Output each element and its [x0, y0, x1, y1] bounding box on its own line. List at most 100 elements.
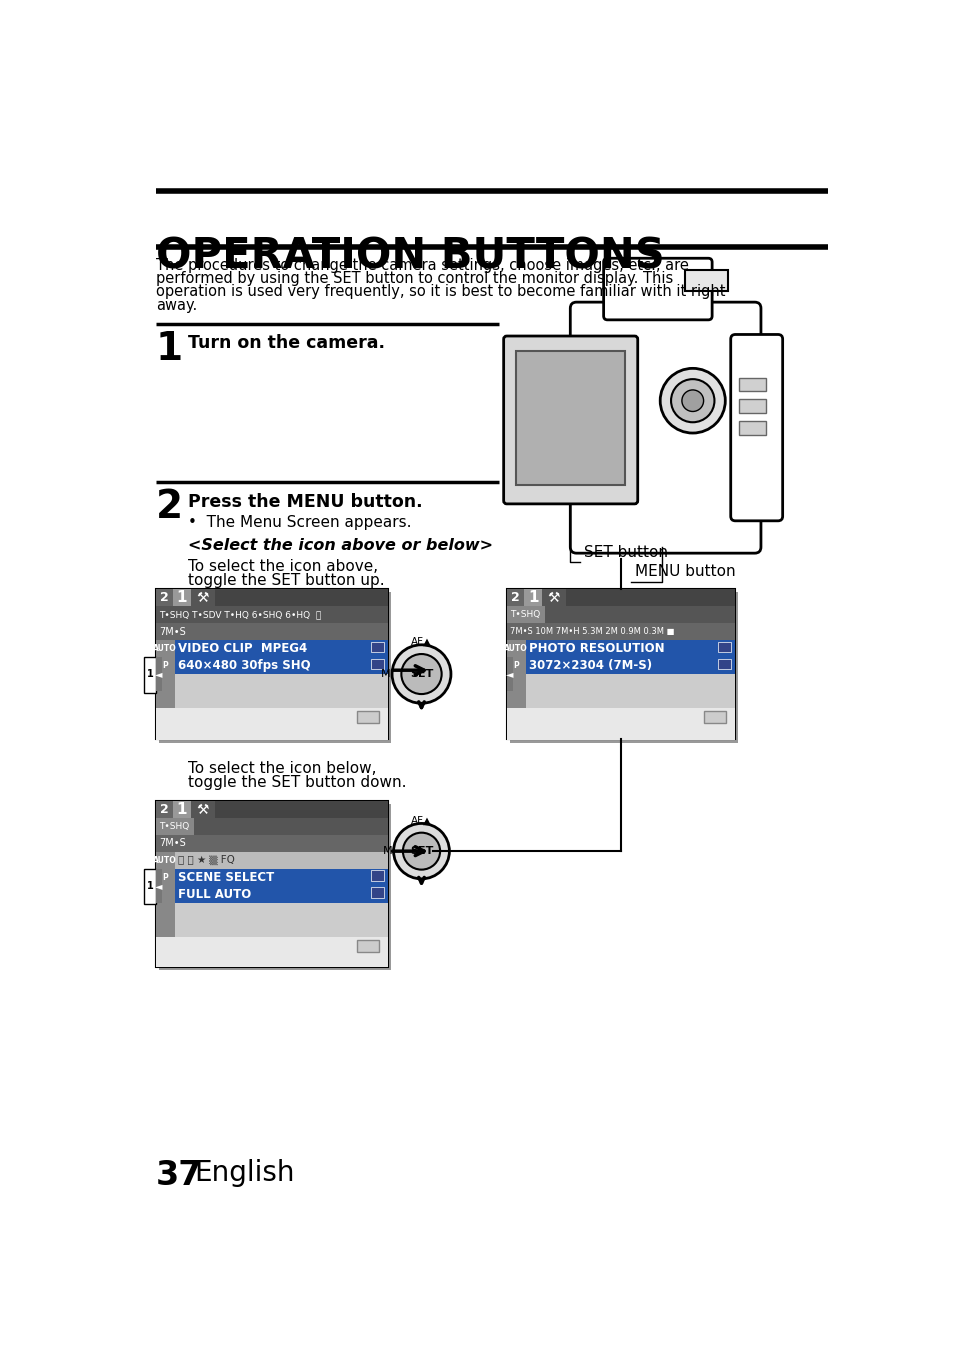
- Text: 2: 2: [160, 591, 169, 605]
- Text: 7M•S: 7M•S: [158, 838, 185, 848]
- Bar: [155, 624, 388, 640]
- Bar: [356, 711, 378, 724]
- Bar: [144, 869, 155, 904]
- Bar: [174, 886, 388, 903]
- Text: AUTO: AUTO: [152, 856, 176, 865]
- Bar: [155, 818, 388, 836]
- Bar: [155, 657, 162, 691]
- Bar: [155, 640, 174, 725]
- Text: The procedures to change the camera settings, choose images, etc., are: The procedures to change the camera sett…: [155, 258, 688, 273]
- Bar: [158, 805, 391, 969]
- Bar: [739, 421, 765, 435]
- Bar: [192, 590, 214, 606]
- FancyBboxPatch shape: [570, 302, 760, 554]
- Bar: [155, 852, 174, 953]
- Bar: [155, 801, 172, 818]
- Text: 1: 1: [527, 590, 537, 605]
- Text: AUTO: AUTO: [152, 644, 176, 653]
- Text: 640×480 30fps SHQ: 640×480 30fps SHQ: [178, 659, 311, 672]
- Text: T•SHQ T•SDV T•HQ 6•SHQ 6•HQ  🎤: T•SHQ T•SDV T•HQ 6•SHQ 6•HQ 🎤: [158, 610, 321, 620]
- Text: 7M•S: 7M•S: [158, 626, 185, 637]
- Text: SCENE SELECT: SCENE SELECT: [178, 871, 274, 884]
- Circle shape: [394, 824, 449, 879]
- Text: To select the icon below,: To select the icon below,: [188, 761, 376, 776]
- Text: performed by using the SET button to control the monitor display. This: performed by using the SET button to con…: [155, 271, 672, 286]
- Bar: [506, 590, 735, 740]
- Text: ⚒: ⚒: [196, 802, 209, 817]
- Bar: [506, 606, 545, 624]
- Text: To select the icon above,: To select the icon above,: [188, 559, 378, 574]
- Bar: [155, 869, 162, 903]
- Bar: [506, 590, 523, 606]
- Text: ⚒: ⚒: [196, 591, 209, 605]
- Bar: [509, 593, 738, 742]
- Bar: [155, 937, 388, 967]
- Bar: [155, 606, 388, 624]
- Bar: [684, 270, 727, 292]
- Bar: [155, 590, 388, 606]
- Bar: [516, 351, 624, 486]
- Circle shape: [659, 369, 724, 433]
- Text: FULL AUTO: FULL AUTO: [178, 888, 252, 900]
- Text: ◄: ◄: [154, 670, 162, 679]
- Bar: [525, 674, 735, 691]
- Text: OPERATION BUTTONS: OPERATION BUTTONS: [155, 235, 663, 277]
- Bar: [192, 801, 214, 818]
- Bar: [174, 640, 388, 657]
- FancyBboxPatch shape: [603, 258, 711, 320]
- Text: M: M: [380, 670, 390, 679]
- FancyBboxPatch shape: [503, 336, 637, 504]
- Bar: [174, 674, 388, 691]
- Circle shape: [670, 379, 714, 423]
- Text: 2: 2: [155, 489, 183, 526]
- Text: 2: 2: [160, 803, 169, 815]
- Bar: [506, 657, 513, 691]
- Bar: [525, 657, 735, 674]
- Text: ◄: ◄: [154, 880, 162, 891]
- Text: 1: 1: [147, 880, 153, 891]
- Text: M: M: [382, 846, 392, 856]
- Text: T•SHQ: T•SHQ: [509, 610, 539, 620]
- Text: 3072×2304 (7M-S): 3072×2304 (7M-S): [529, 659, 652, 672]
- Text: ⚒: ⚒: [547, 591, 559, 605]
- Text: P: P: [162, 873, 168, 882]
- Circle shape: [401, 653, 441, 694]
- Text: T•SHQ: T•SHQ: [158, 822, 189, 832]
- Bar: [718, 659, 730, 670]
- Text: 1: 1: [155, 329, 183, 367]
- Bar: [703, 711, 725, 724]
- FancyBboxPatch shape: [730, 335, 781, 521]
- Bar: [155, 801, 388, 967]
- Bar: [174, 919, 388, 937]
- Text: 1: 1: [176, 590, 187, 605]
- Bar: [506, 707, 735, 740]
- Bar: [371, 659, 383, 670]
- Bar: [155, 818, 194, 836]
- Text: SET: SET: [410, 846, 433, 856]
- Bar: [155, 707, 388, 740]
- Text: 1: 1: [176, 802, 187, 817]
- Text: 🎤 👤 ★ ▒ FQ: 🎤 👤 ★ ▒ FQ: [178, 856, 234, 865]
- Bar: [174, 852, 388, 869]
- Bar: [155, 836, 388, 852]
- Bar: [155, 590, 388, 740]
- Bar: [739, 378, 765, 392]
- Text: toggle the SET button down.: toggle the SET button down.: [188, 775, 406, 790]
- Bar: [158, 593, 391, 742]
- Text: Press the MENU button.: Press the MENU button.: [188, 493, 422, 512]
- Text: SET button: SET button: [583, 545, 667, 560]
- Text: SET: SET: [410, 670, 433, 679]
- Bar: [506, 606, 735, 624]
- Text: MENU button: MENU button: [634, 564, 735, 579]
- Bar: [174, 657, 388, 674]
- Text: AF▲: AF▲: [411, 815, 432, 825]
- Bar: [155, 801, 388, 818]
- Bar: [174, 869, 388, 886]
- Bar: [525, 691, 735, 707]
- Text: English: English: [194, 1160, 294, 1187]
- Bar: [172, 590, 192, 606]
- Bar: [506, 624, 735, 640]
- Text: ◄: ◄: [506, 670, 513, 679]
- Bar: [172, 801, 192, 818]
- Text: 1: 1: [147, 670, 153, 679]
